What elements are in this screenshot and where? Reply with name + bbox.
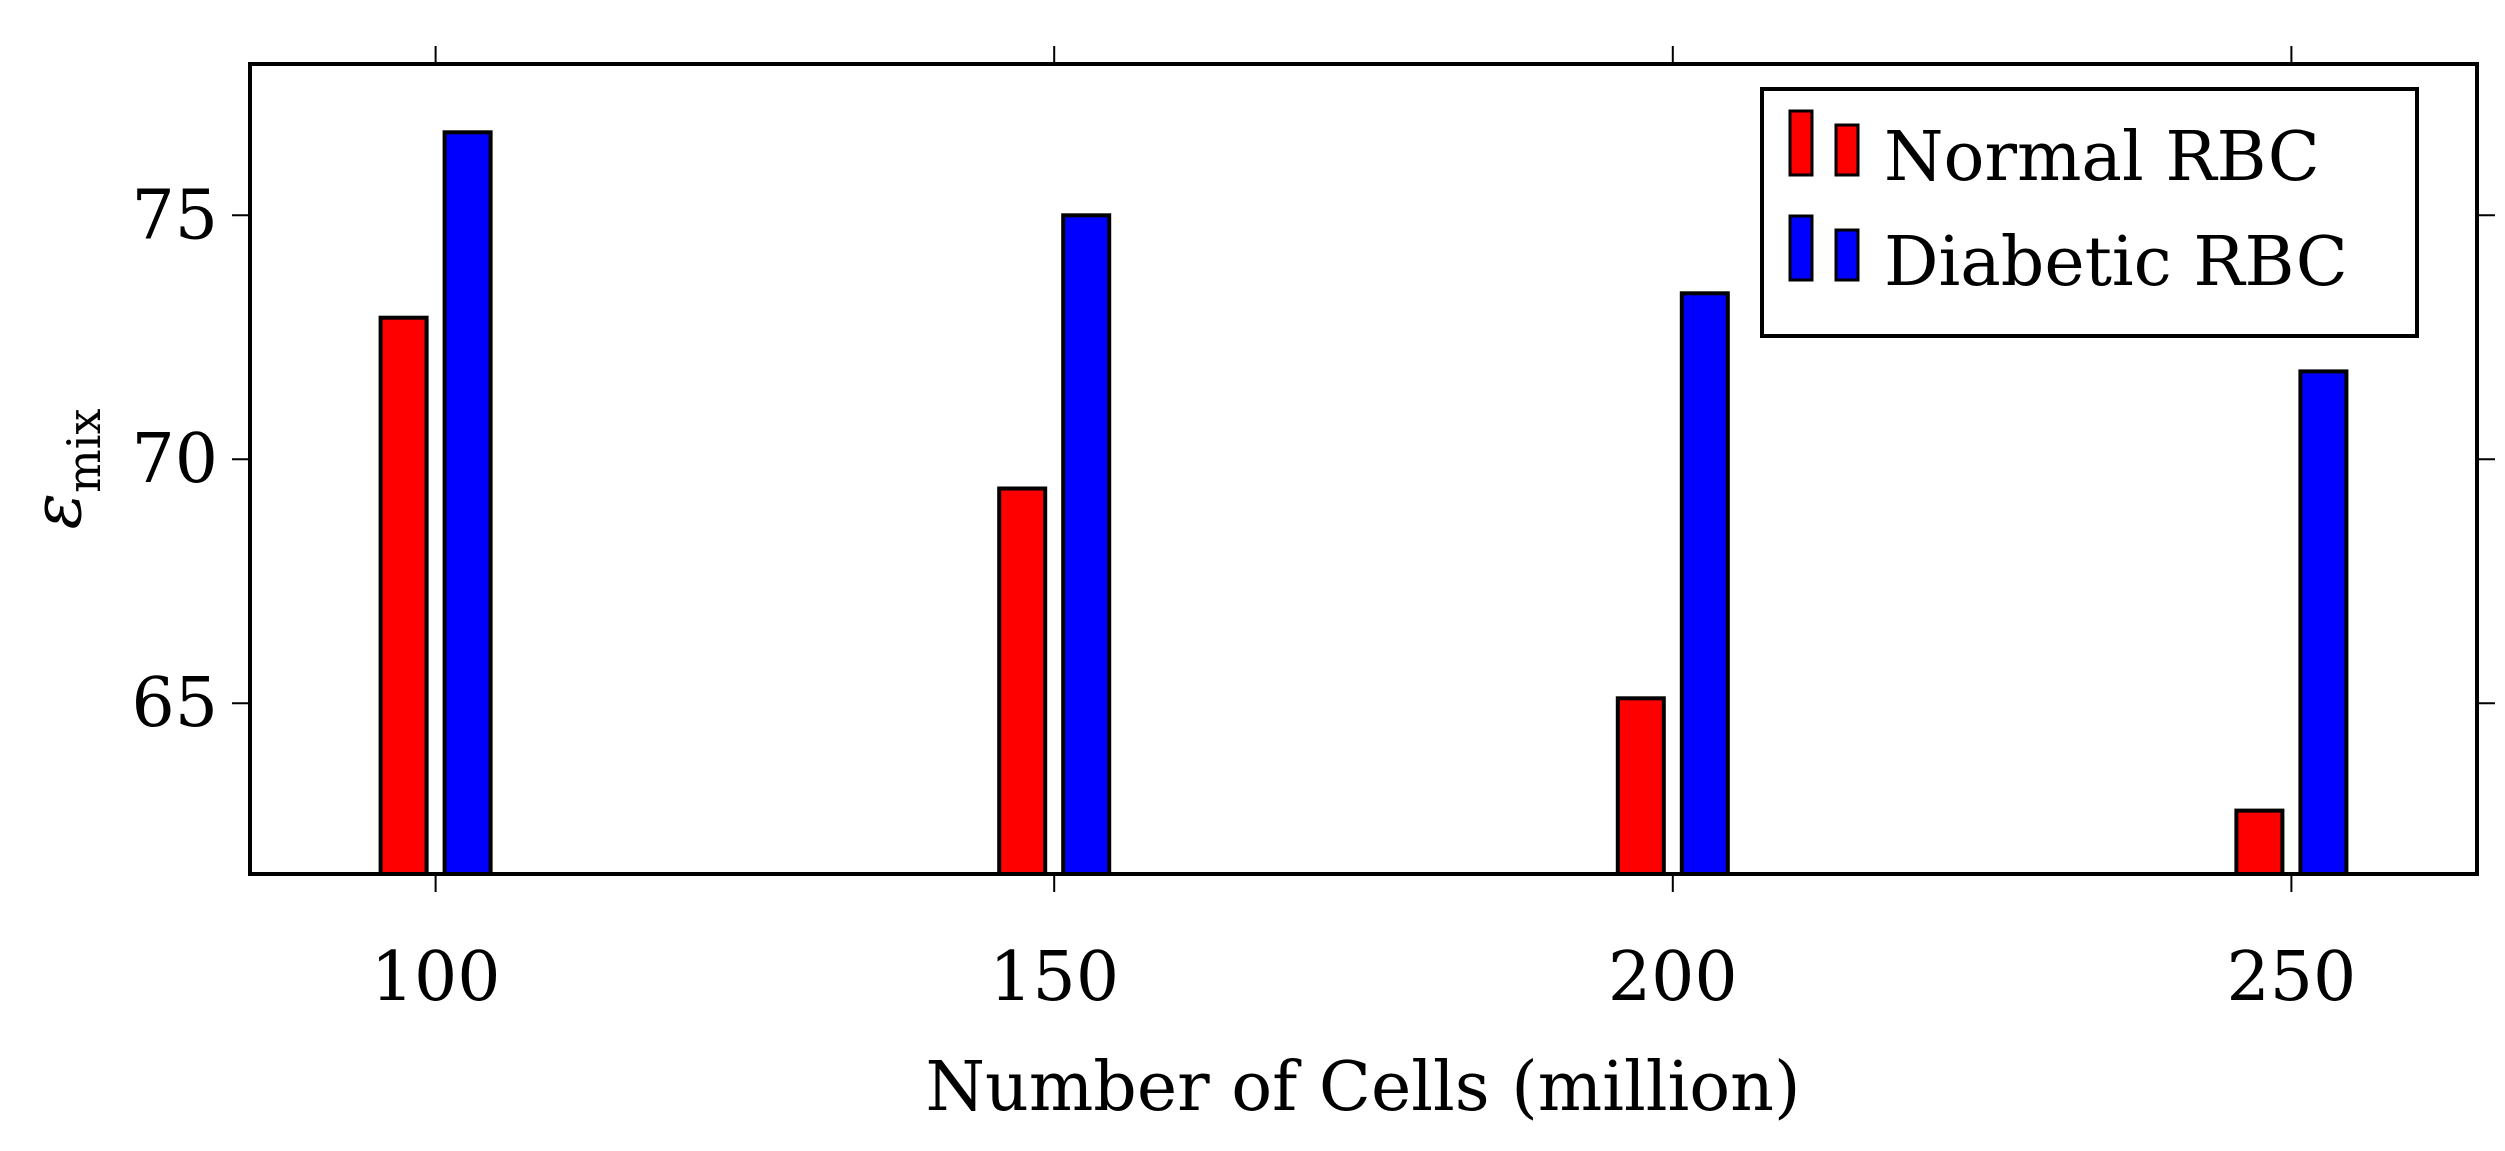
legend-swatch-normal — [1834, 123, 1860, 177]
y-tick-label: 65 — [131, 664, 218, 743]
legend-label-diabetic: Diabetic RBC — [1884, 223, 2348, 302]
legend-swatch-normal — [1788, 109, 1814, 177]
bar-normal-rbc-150 — [997, 486, 1048, 876]
axis-ticks: 100 150 200 250 65 70 75 — [131, 46, 2495, 1017]
x-tick-label: 150 — [989, 938, 1119, 1017]
bar-diabetic-rbc-200 — [1679, 291, 1730, 876]
y-axis-label: εmix — [18, 409, 111, 530]
bar-diabetic-rbc-150 — [1061, 213, 1112, 877]
x-tick-label: 250 — [2227, 938, 2357, 1017]
bar-diabetic-rbc-250 — [2298, 369, 2349, 876]
y-axis-label-symbol: ε — [18, 493, 97, 530]
y-axis-label-subscript: mix — [57, 409, 111, 493]
x-tick-label: 200 — [1608, 938, 1738, 1017]
legend-entry-diabetic: Diabetic RBC — [1788, 214, 2348, 302]
legend-swatch-diabetic — [1788, 214, 1814, 282]
y-tick-label: 70 — [131, 420, 218, 499]
legend-swatch-diabetic — [1834, 228, 1860, 282]
x-tick-label: 100 — [371, 938, 501, 1017]
legend-label-normal: Normal RBC — [1884, 118, 2320, 197]
legend-box — [1760, 87, 2419, 338]
bars-layer — [378, 130, 2349, 877]
y-tick-label: 75 — [131, 176, 218, 255]
bar-normal-rbc-250 — [2234, 808, 2285, 876]
bar-diabetic-rbc-100 — [442, 130, 493, 877]
plot-frame — [248, 62, 2479, 876]
legend: Normal RBC Diabetic RBC — [1760, 87, 2419, 338]
x-axis-label: Number of Cells (million) — [926, 1048, 1801, 1127]
bar-normal-rbc-200 — [1615, 696, 1666, 876]
bar-normal-rbc-100 — [378, 315, 429, 876]
legend-entry-normal: Normal RBC — [1788, 109, 2320, 197]
